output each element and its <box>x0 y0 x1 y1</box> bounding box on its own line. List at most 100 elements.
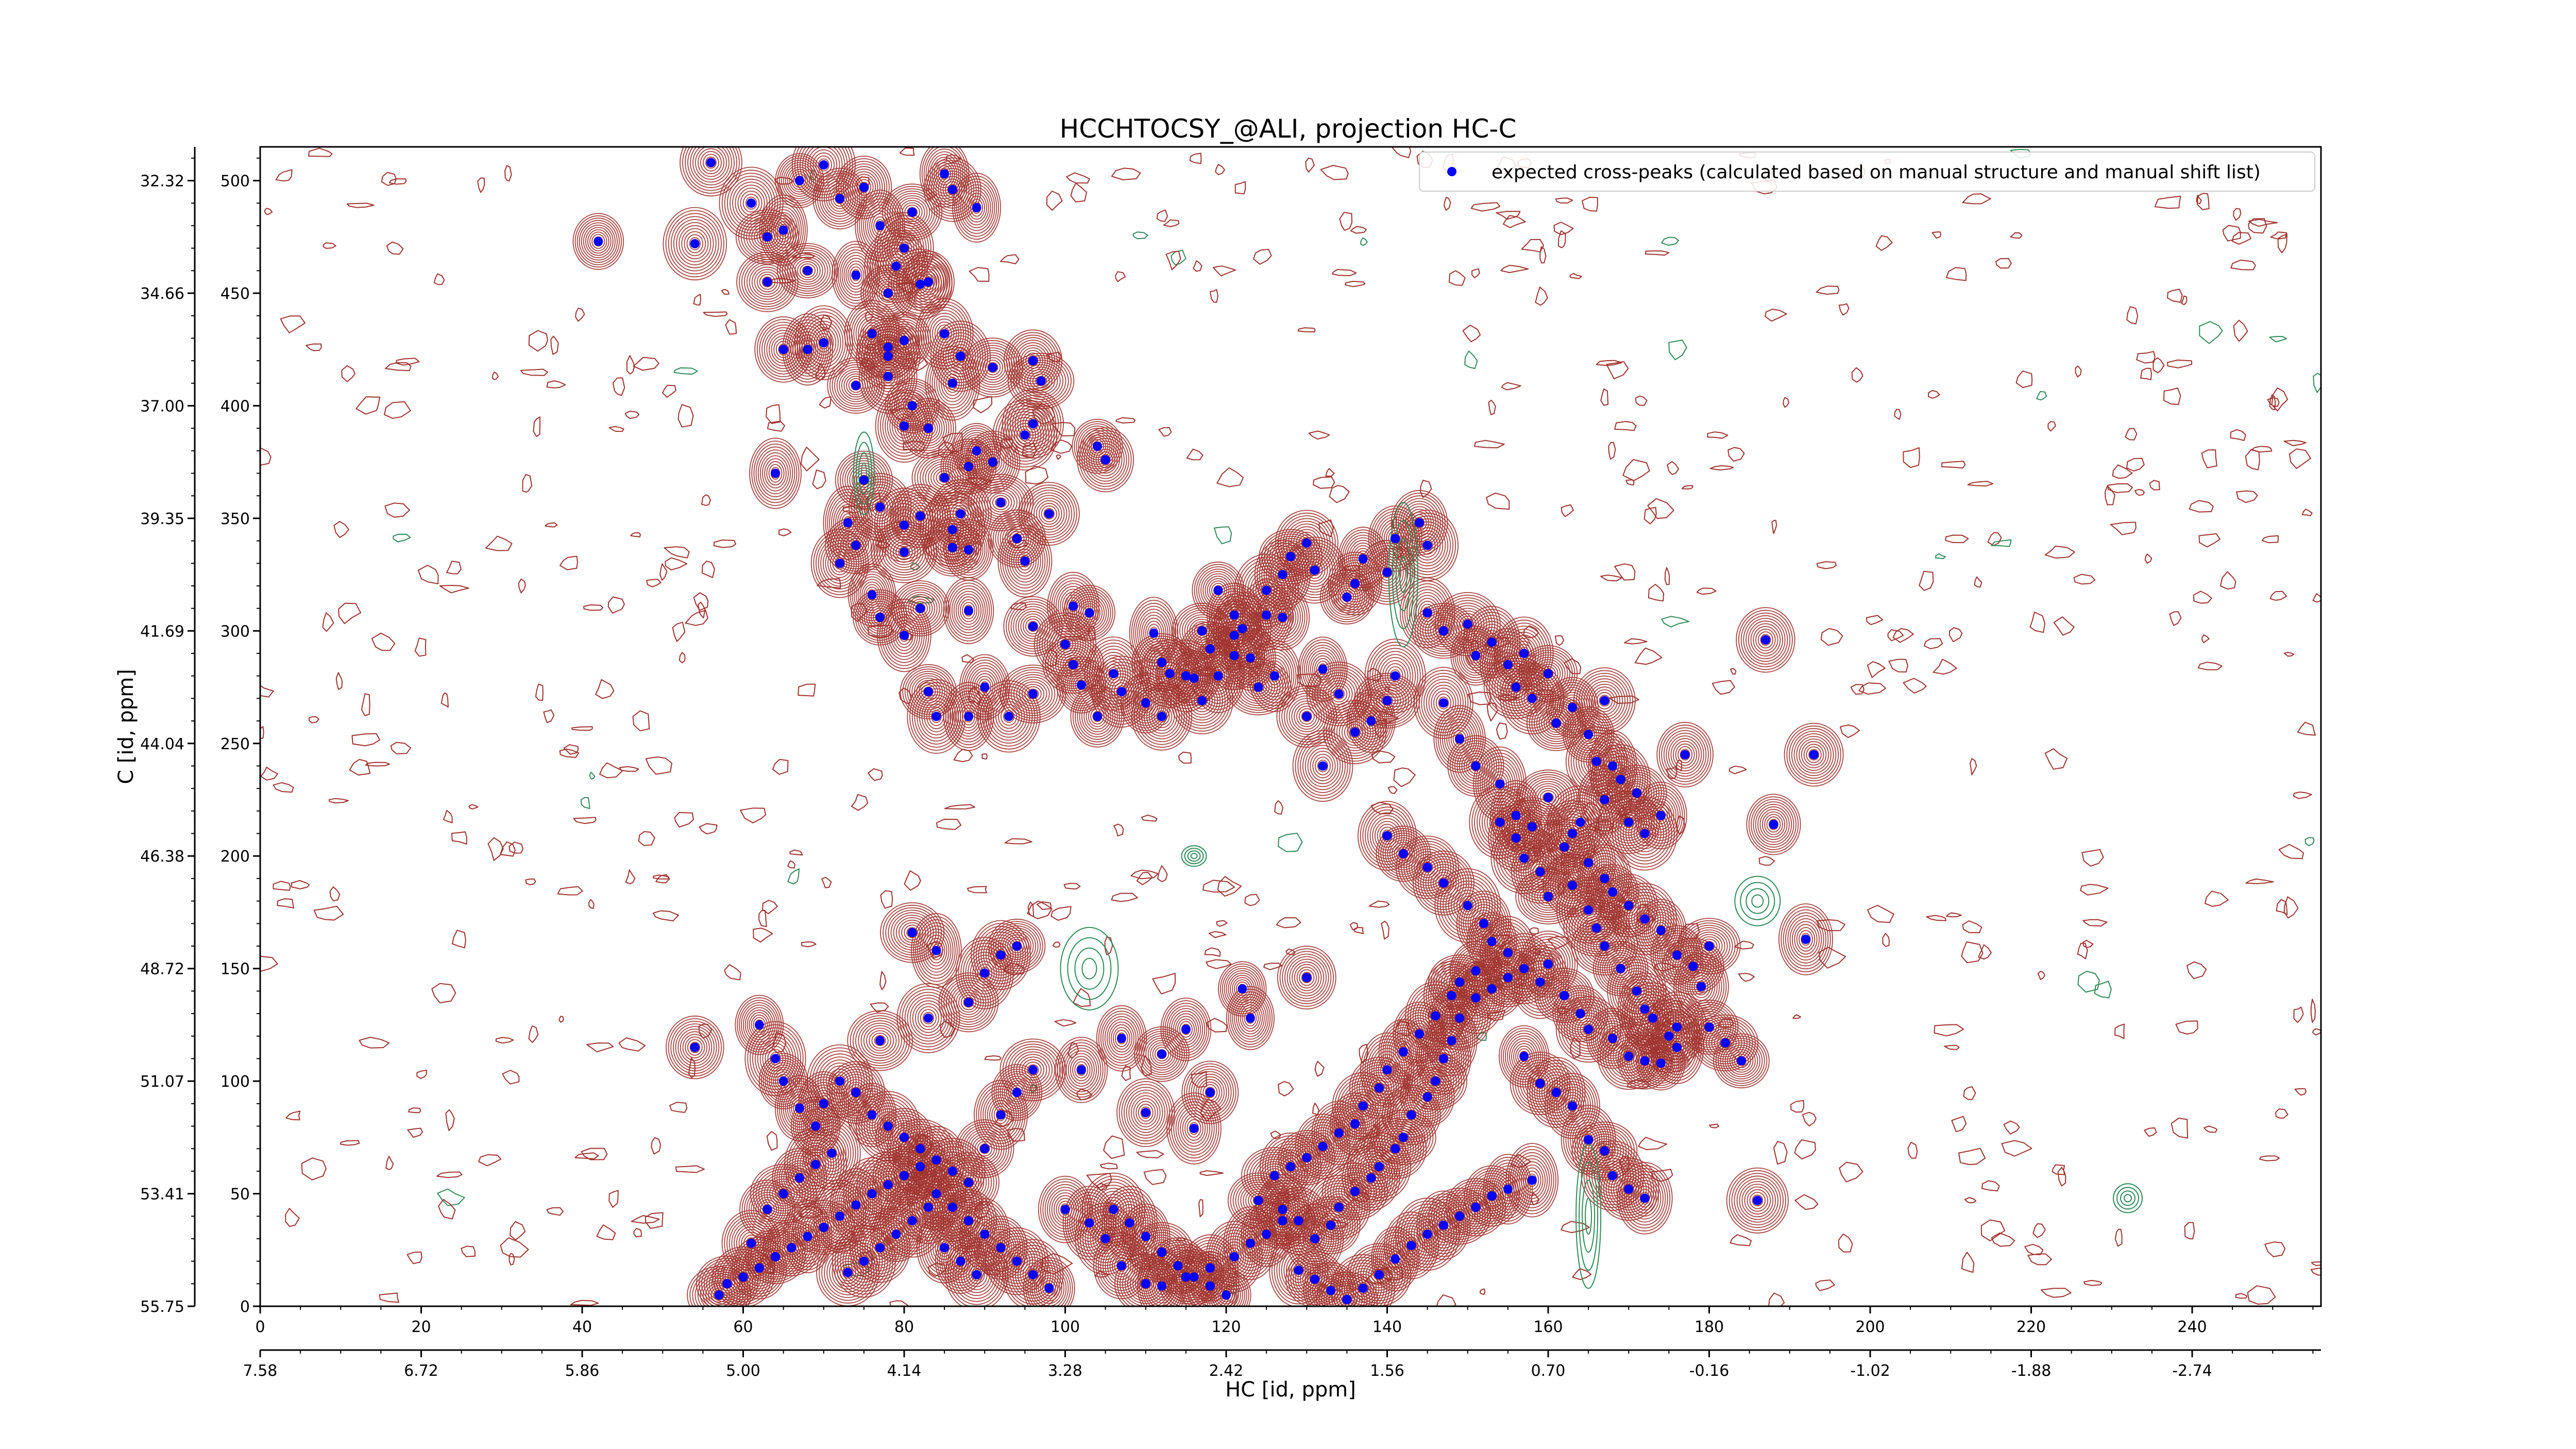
contour-ring <box>848 263 865 287</box>
contour-ring <box>931 157 957 191</box>
noise-contour <box>1007 1127 1025 1142</box>
contour-ring <box>827 357 885 414</box>
contour-ring <box>1093 446 1118 474</box>
noise-contour <box>1945 534 1969 543</box>
contour-ring <box>1006 536 1044 586</box>
noise-contour <box>1297 327 1316 333</box>
noise-contour <box>436 1171 463 1178</box>
contour-ring <box>973 478 1028 527</box>
noise-contour <box>1393 767 1416 787</box>
noise-contour <box>703 311 728 317</box>
noise-contour <box>1052 941 1061 948</box>
noise-contour <box>1794 1139 1816 1160</box>
noise-contour <box>1991 539 2012 547</box>
contour-ring <box>835 504 861 542</box>
noise-contour <box>1467 692 1492 705</box>
contour-ring <box>945 338 976 375</box>
contour-ring <box>999 664 1066 723</box>
noise-contour <box>1554 635 1564 646</box>
noise-contour <box>1727 447 1745 462</box>
noise-contour <box>416 1069 428 1079</box>
contour-ring <box>878 283 898 303</box>
peak-contour-group <box>775 153 824 208</box>
contour-ring <box>842 533 869 558</box>
contour-ring <box>785 164 815 197</box>
contour-ring <box>875 361 901 392</box>
contour-ring <box>1141 614 1166 652</box>
contour-ring <box>690 147 732 186</box>
plot-area <box>259 146 2322 1307</box>
contour-ring <box>1088 441 1123 479</box>
contour-ring <box>907 670 950 713</box>
noise-contour <box>535 683 544 701</box>
contour-ring <box>1255 584 1310 651</box>
contour-ring <box>899 200 925 225</box>
peak-contour-group <box>749 437 802 509</box>
contour-ring <box>1027 621 1039 632</box>
noise-contour <box>2222 225 2241 242</box>
noise-contour <box>351 733 381 747</box>
contour-ring <box>941 367 964 399</box>
noise-contour <box>2126 458 2145 471</box>
noise-contour <box>1794 1194 1819 1210</box>
noise-contour <box>2153 357 2165 374</box>
contour-ring <box>992 495 1010 510</box>
noise-contour <box>1964 1197 1977 1204</box>
noise-contour <box>1371 750 1396 764</box>
contour-ring <box>902 202 923 222</box>
noise-contour <box>575 308 585 322</box>
noise-contour <box>1969 758 1977 776</box>
noise-contour <box>1367 667 1382 682</box>
contour-ring <box>894 235 914 261</box>
noise-contour <box>624 410 640 419</box>
noise-contour <box>2081 849 2104 867</box>
noise-contour <box>725 319 737 335</box>
noise-contour <box>2175 1020 2198 1035</box>
contour-ring <box>981 485 1021 520</box>
noise-contour <box>1840 724 1860 738</box>
noise-contour <box>2036 391 2047 401</box>
noise-contour <box>1667 461 1680 475</box>
noise-contour <box>1539 246 1547 264</box>
contour-ring <box>928 162 977 217</box>
noise-contour <box>433 273 445 285</box>
contour-ring <box>755 446 795 500</box>
noise-contour <box>2027 1253 2053 1266</box>
noise-contour <box>1903 447 1920 468</box>
contour-ring <box>1297 736 1348 796</box>
contour-ring <box>684 231 706 257</box>
contour-ring <box>801 340 815 359</box>
contour-ring <box>724 173 778 234</box>
noise-contour <box>664 546 690 559</box>
contour-ring <box>839 510 857 536</box>
noise-contour <box>2044 748 2068 770</box>
noise-contour <box>1734 940 1754 950</box>
contour-ring <box>1091 443 1120 477</box>
noise-contour <box>1479 1288 1486 1295</box>
contour-ring <box>935 326 986 386</box>
noise-contour <box>559 555 578 570</box>
noise-contour <box>509 841 524 854</box>
noise-contour <box>1645 250 1670 256</box>
noise-contour <box>655 874 670 884</box>
contour-ring <box>1033 497 1065 530</box>
contour-ring <box>1139 612 1168 655</box>
noise-contour <box>2136 351 2156 364</box>
noise-contour <box>2310 1268 2321 1276</box>
noise-contour <box>264 208 273 215</box>
noise-contour <box>2073 574 2096 585</box>
noise-contour <box>1553 222 1574 235</box>
contour-ring <box>810 149 838 180</box>
contour-ring <box>825 546 855 581</box>
noise-contour <box>851 794 869 811</box>
noise-contour <box>500 1237 529 1258</box>
noise-contour <box>573 817 597 824</box>
contour-ring <box>1003 710 1015 723</box>
contour-ring <box>882 531 927 573</box>
contour-ring <box>904 205 920 220</box>
contour-ring <box>1021 484 1077 543</box>
contour-ring <box>736 251 799 312</box>
contour-ring <box>835 526 877 565</box>
noise-contour <box>701 494 711 506</box>
noise-contour <box>787 860 795 869</box>
